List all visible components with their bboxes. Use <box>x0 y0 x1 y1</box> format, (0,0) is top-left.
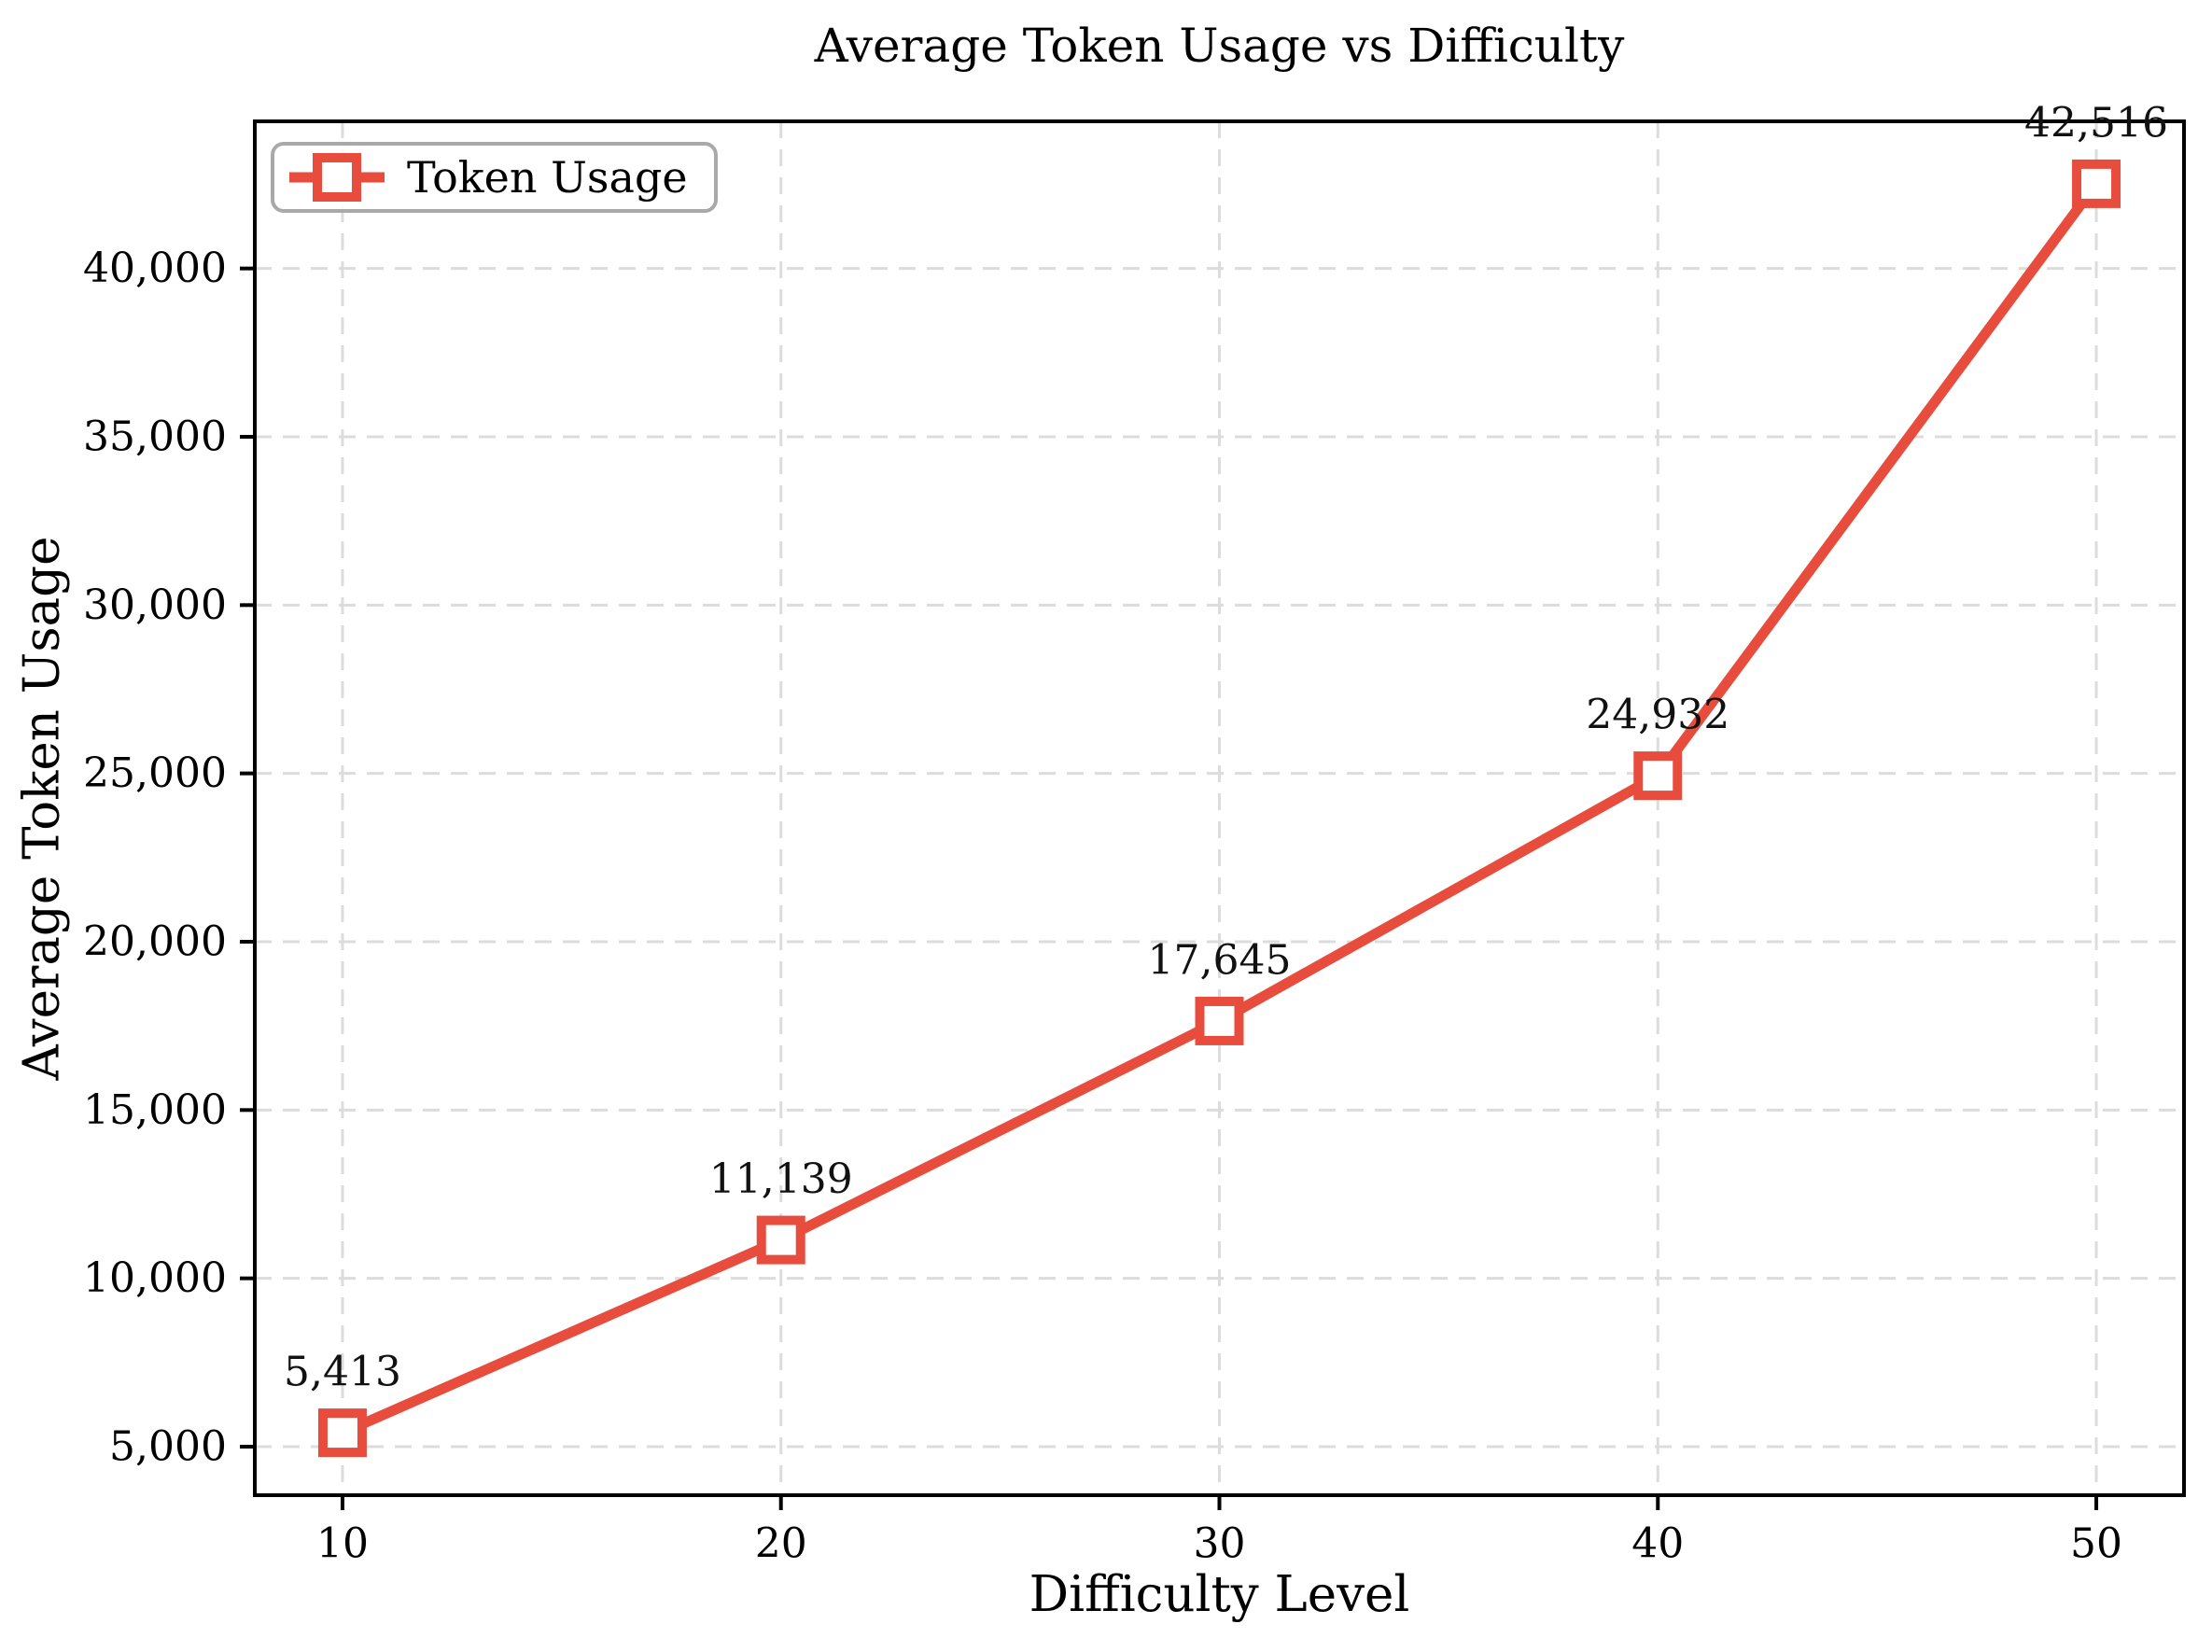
point-value-annotation: 5,413 <box>284 1349 401 1396</box>
y-tick-label: 40,000 <box>83 245 227 292</box>
legend-line-marker-icon <box>289 153 385 202</box>
y-tick-label: 30,000 <box>83 581 227 629</box>
data-point-marker <box>756 1215 805 1265</box>
chart-title: Average Token Usage vs Difficulty <box>814 19 1625 73</box>
x-axis-label: Difficulty Level <box>1029 1566 1410 1623</box>
x-tick-label: 50 <box>2070 1520 2122 1568</box>
y-tick-label: 10,000 <box>83 1254 227 1302</box>
point-value-annotation: 24,932 <box>1586 692 1729 739</box>
y-tick-label: 25,000 <box>83 749 227 797</box>
x-tick-label: 10 <box>316 1520 369 1568</box>
point-value-annotation: 11,139 <box>709 1155 853 1203</box>
point-value-annotation: 17,645 <box>1148 936 1292 984</box>
x-tick-label: 20 <box>755 1520 807 1568</box>
y-tick-label: 15,000 <box>83 1086 227 1134</box>
y-tick-label: 20,000 <box>83 917 227 965</box>
legend: Token Usage <box>271 142 718 213</box>
y-tick-label: 5,000 <box>109 1422 227 1470</box>
point-value-annotation: 42,516 <box>2024 99 2168 147</box>
data-point-marker <box>1633 751 1683 801</box>
legend-label: Token Usage <box>407 152 688 203</box>
data-point-marker <box>317 1408 367 1458</box>
data-point-marker <box>1195 996 1244 1045</box>
data-point-marker <box>2072 159 2121 208</box>
x-tick-label: 40 <box>1631 1520 1684 1568</box>
y-tick-label: 35,000 <box>83 413 227 460</box>
y-axis-label: Average Token Usage <box>13 536 71 1081</box>
x-tick-label: 30 <box>1194 1520 1246 1568</box>
